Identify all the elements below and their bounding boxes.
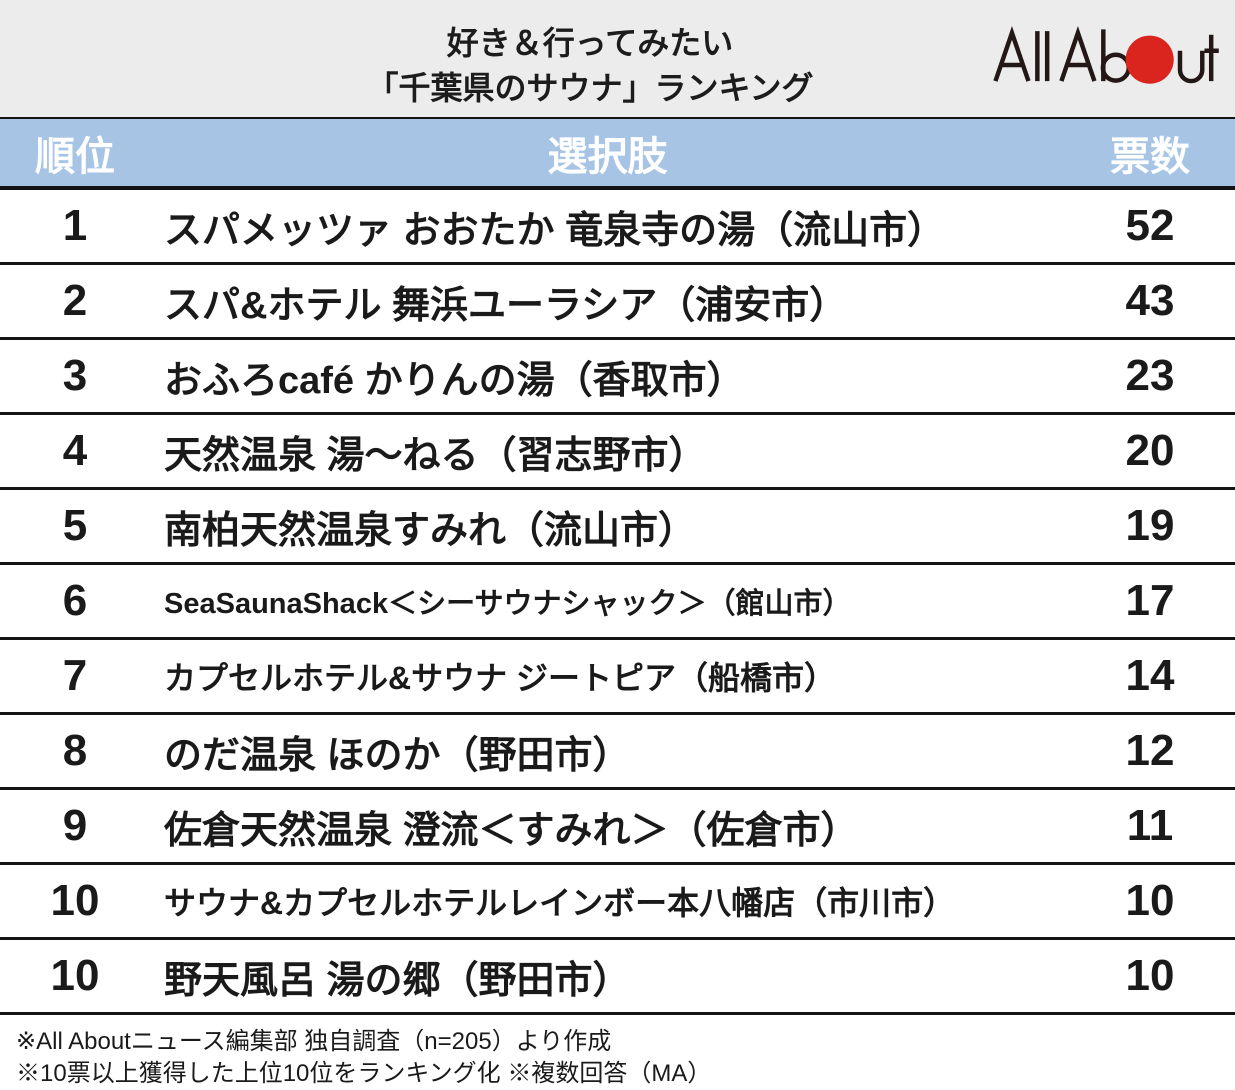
choice-cell: 南柏天然温泉すみれ（流山市） bbox=[164, 509, 697, 552]
votes-cell: 12 bbox=[1125, 726, 1175, 775]
table-row: 6 SeaSaunaShack＜シーサウナシャック＞（館山市） 17 bbox=[0, 565, 1235, 640]
rank-cell: 7 bbox=[62, 651, 88, 700]
rank-cell: 9 bbox=[62, 801, 88, 850]
rank-cell: 6 bbox=[62, 576, 88, 625]
page-title-line1: 好き＆行ってみたい bbox=[446, 25, 734, 61]
votes-cell: 10 bbox=[1125, 951, 1175, 1000]
page-title: 好き＆行ってみたい 「千葉県のサウナ」ランキング bbox=[0, 21, 1180, 111]
rank-cell: 3 bbox=[62, 351, 88, 400]
page-title-line2: 「千葉県のサウナ」ランキング bbox=[366, 70, 814, 106]
choice-cell: 佐倉天然温泉 澄流＜すみれ＞（佐倉市） bbox=[164, 809, 859, 852]
table-row: 10 野天風呂 湯の郷（野田市） 10 bbox=[0, 940, 1235, 1015]
choice-cell: サウナ&カプセルホテルレインボー本八幡店（市川市） bbox=[164, 885, 956, 921]
votes-cell: 52 bbox=[1125, 201, 1175, 250]
footnote-2: ※10票以上獲得した上位10位をランキング化 ※複数回答（MA） bbox=[16, 1060, 712, 1087]
table-row: 8 のだ温泉 ほのか（野田市） 12 bbox=[0, 715, 1235, 790]
table-row: 7 カプセルホテル&サウナ ジートピア（船橋市） 14 bbox=[0, 640, 1235, 715]
rank-cell: 4 bbox=[62, 426, 88, 475]
table-row: 10 サウナ&カプセルホテルレインボー本八幡店（市川市） 10 bbox=[0, 865, 1235, 940]
rank-cell: 1 bbox=[62, 201, 88, 250]
choice-cell: スパ&ホテル 舞浜ユーラシア（浦安市） bbox=[164, 284, 848, 327]
logo-red-dot-icon bbox=[1125, 35, 1174, 84]
choice-cell: 野天風呂 湯の郷（野田市） bbox=[164, 959, 631, 1002]
rank-cell: 2 bbox=[62, 276, 88, 325]
column-header-choice: 選択肢 bbox=[547, 134, 668, 179]
votes-cell: 14 bbox=[1125, 651, 1175, 700]
logo-letters-tail bbox=[1177, 34, 1219, 84]
footnote-1: ※All Aboutニュース編集部 独自調査（n=205）より作成 bbox=[16, 1028, 612, 1055]
table-row: 5 南柏天然温泉すみれ（流山市） 19 bbox=[0, 490, 1235, 565]
votes-cell: 11 bbox=[1126, 801, 1174, 850]
column-header-votes: 票数 bbox=[1110, 134, 1190, 179]
header: 好き＆行ってみたい 「千葉県のサウナ」ランキング bbox=[0, 0, 1235, 117]
rank-cell: 10 bbox=[50, 876, 100, 925]
rank-cell: 8 bbox=[62, 726, 88, 775]
votes-cell: 17 bbox=[1125, 576, 1175, 625]
rank-cell: 5 bbox=[62, 501, 88, 550]
table-header-row: 順位 選択肢 票数 bbox=[0, 117, 1235, 190]
logo-letters bbox=[993, 26, 1131, 83]
table-row: 4 天然温泉 湯～ねる（習志野市） 20 bbox=[0, 415, 1235, 490]
table-row: 2 スパ&ホテル 舞浜ユーラシア（浦安市） 43 bbox=[0, 265, 1235, 340]
choice-cell: SeaSaunaShack＜シーサウナシャック＞（館山市） bbox=[164, 588, 852, 620]
votes-cell: 20 bbox=[1125, 426, 1175, 475]
table-row: 1 スパメッツァ おおたか 竜泉寺の湯（流山市） 52 bbox=[0, 190, 1235, 265]
footer-notes: ※All Aboutニュース編集部 独自調査（n=205）より作成 ※10票以上… bbox=[0, 1015, 1235, 1090]
choice-cell: のだ温泉 ほのか（野田市） bbox=[164, 734, 631, 777]
choice-cell: 天然温泉 湯～ねる（習志野市） bbox=[164, 434, 707, 477]
allabout-logo bbox=[993, 26, 1219, 84]
choice-cell: おふろcafé かりんの湯（香取市） bbox=[164, 359, 745, 402]
rank-cell: 10 bbox=[50, 951, 100, 1000]
votes-cell: 43 bbox=[1125, 276, 1175, 325]
choice-cell: スパメッツァ おおたか 竜泉寺の湯（流山市） bbox=[164, 209, 946, 252]
choice-cell: カプセルホテル&サウナ ジートピア（船橋市） bbox=[164, 660, 837, 696]
votes-cell: 19 bbox=[1125, 501, 1175, 550]
column-header-rank: 順位 bbox=[35, 134, 115, 179]
table-row: 9 佐倉天然温泉 澄流＜すみれ＞（佐倉市） 11 bbox=[0, 790, 1235, 865]
votes-cell: 10 bbox=[1125, 876, 1175, 925]
table-row: 3 おふろcafé かりんの湯（香取市） 23 bbox=[0, 340, 1235, 415]
votes-cell: 23 bbox=[1125, 351, 1175, 400]
